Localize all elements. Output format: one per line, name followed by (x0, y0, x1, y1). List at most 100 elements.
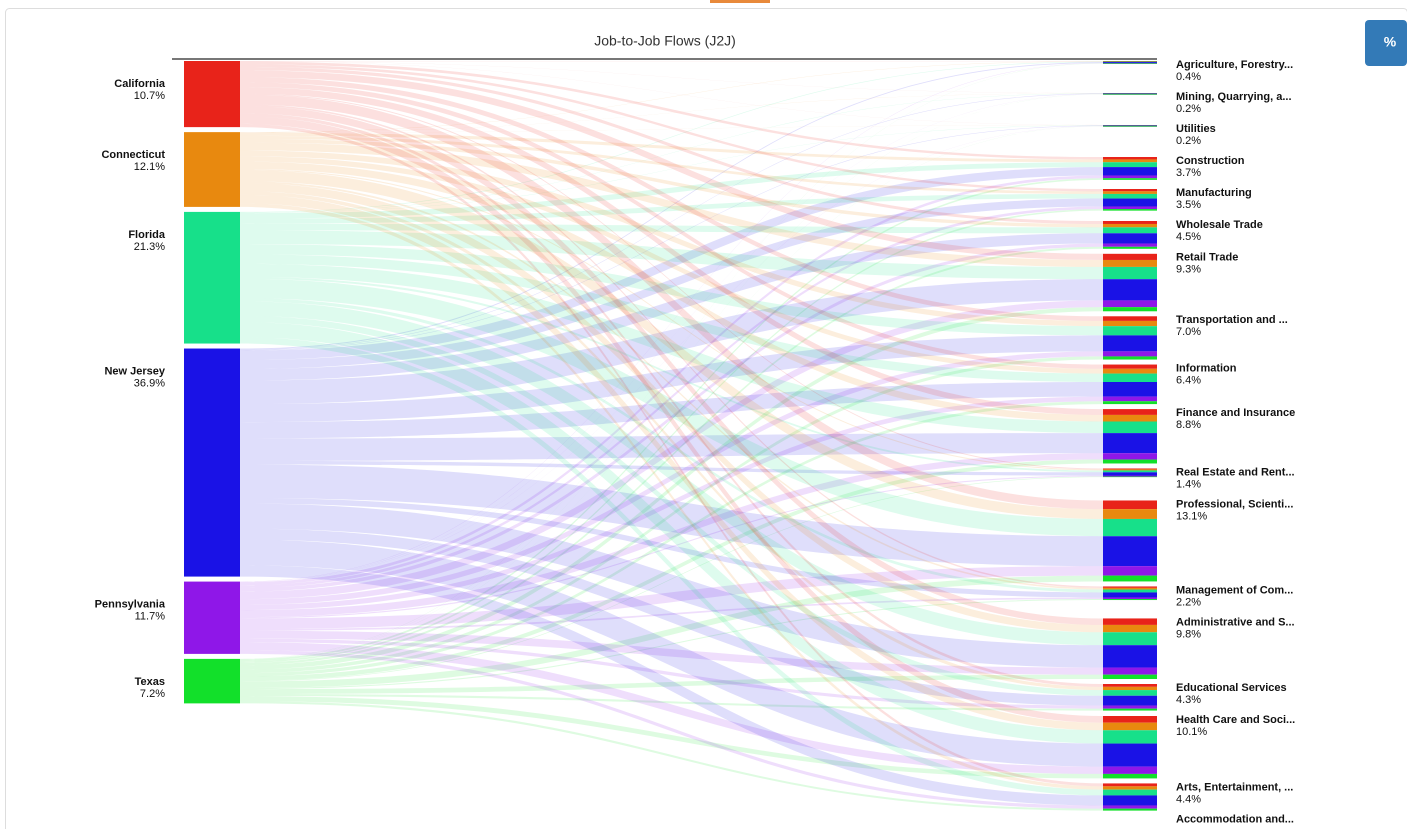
target-segment (1103, 401, 1157, 404)
target-segment (1103, 618, 1157, 624)
target-segment (1103, 767, 1157, 774)
target-name: Mining, Quarrying, a... (1176, 91, 1292, 103)
target-value: 4.3% (1176, 694, 1201, 706)
target-segment (1103, 126, 1157, 127)
target-segment (1103, 316, 1157, 321)
source-name: Pennsylvania (95, 598, 166, 610)
target-segment (1103, 586, 1157, 587)
source-value: 12.1% (134, 161, 165, 173)
percent-button-label[interactable]: % (1384, 34, 1397, 50)
target-segment (1103, 176, 1157, 179)
target-value: 8.8% (1176, 419, 1201, 431)
target-segment (1103, 453, 1157, 459)
target-name: Administrative and S... (1176, 616, 1295, 628)
target-segment (1103, 716, 1157, 723)
target-value: 2.2% (1176, 596, 1201, 608)
target-segment (1103, 509, 1157, 519)
target-segment (1103, 790, 1157, 796)
target-segment (1103, 199, 1157, 207)
target-segment (1103, 566, 1157, 575)
target-segment (1103, 365, 1157, 369)
target-segment (1103, 356, 1157, 359)
target-segment (1103, 590, 1157, 593)
target-segment (1103, 209, 1157, 211)
target-segment (1103, 774, 1157, 778)
target-segment (1103, 706, 1157, 709)
target-value: 3.7% (1176, 167, 1201, 179)
target-segment (1103, 321, 1157, 326)
target-segment (1103, 307, 1157, 311)
target-segment (1103, 576, 1157, 582)
target-segment (1103, 191, 1157, 194)
target-segment (1103, 632, 1157, 645)
target-segment (1103, 207, 1157, 210)
target-segment (1103, 597, 1157, 599)
target-value: 0.2% (1176, 135, 1201, 147)
target-segment (1103, 684, 1157, 687)
target-segment (1103, 415, 1157, 422)
target-name: Accommodation and... (1176, 814, 1294, 826)
source-bar (184, 132, 240, 207)
target-segment (1103, 382, 1157, 397)
target-segment (1103, 783, 1157, 786)
target-segment (1103, 194, 1157, 199)
source-bar (184, 659, 240, 703)
target-segment (1103, 178, 1157, 180)
target-value: 10.1% (1176, 726, 1207, 738)
target-segment (1103, 335, 1157, 351)
target-value: 3.5% (1176, 199, 1201, 211)
target-segment (1103, 477, 1157, 478)
target-segment (1103, 786, 1157, 789)
target-name: Transportation and ... (1176, 314, 1288, 326)
source-name: Florida (128, 229, 166, 241)
target-name: Educational Services (1176, 682, 1287, 694)
target-segment (1103, 599, 1157, 600)
target-segment (1103, 519, 1157, 536)
target-segment (1103, 805, 1157, 808)
target-segment (1103, 475, 1157, 476)
target-segment (1103, 159, 1157, 162)
target-segment (1103, 254, 1157, 260)
target-segment (1103, 625, 1157, 632)
target-segment (1103, 189, 1157, 191)
source-value: 11.7% (135, 610, 166, 622)
target-segment (1103, 94, 1157, 95)
target-segment (1103, 351, 1157, 356)
target-segment (1103, 326, 1157, 335)
target-name: Professional, Scienti... (1176, 498, 1293, 510)
target-segment (1103, 675, 1157, 679)
target-segment (1103, 723, 1157, 731)
source-bar (184, 212, 240, 344)
target-segment (1103, 167, 1157, 175)
source-bar (184, 582, 240, 654)
target-segment (1103, 592, 1157, 597)
target-segment (1103, 300, 1157, 307)
top-tab (710, 0, 770, 3)
target-segment (1103, 690, 1157, 696)
source-name: California (114, 78, 166, 90)
target-segment (1103, 221, 1157, 224)
target-name: Real Estate and Rent... (1176, 466, 1295, 478)
target-segment (1103, 62, 1157, 63)
source-value: 7.2% (140, 688, 165, 700)
target-segment (1103, 62, 1157, 63)
target-segment (1103, 809, 1157, 811)
target-value: 9.8% (1176, 628, 1201, 640)
target-name: Management of Com... (1176, 584, 1293, 596)
target-segment (1103, 668, 1157, 675)
target-value: 13.1% (1176, 510, 1207, 522)
source-bar (184, 349, 240, 577)
target-segment (1103, 645, 1157, 667)
target-name: Health Care and Soci... (1176, 714, 1295, 726)
target-name: Information (1176, 362, 1237, 374)
target-segment (1103, 500, 1157, 509)
target-name: Finance and Insurance (1176, 407, 1295, 419)
target-segment (1103, 224, 1157, 227)
target-value: 7.0% (1176, 326, 1201, 338)
target-segment (1103, 397, 1157, 402)
target-value: 4.5% (1176, 231, 1201, 243)
target-name: Agriculture, Forestry... (1176, 59, 1293, 71)
source-name: New Jersey (104, 365, 165, 377)
